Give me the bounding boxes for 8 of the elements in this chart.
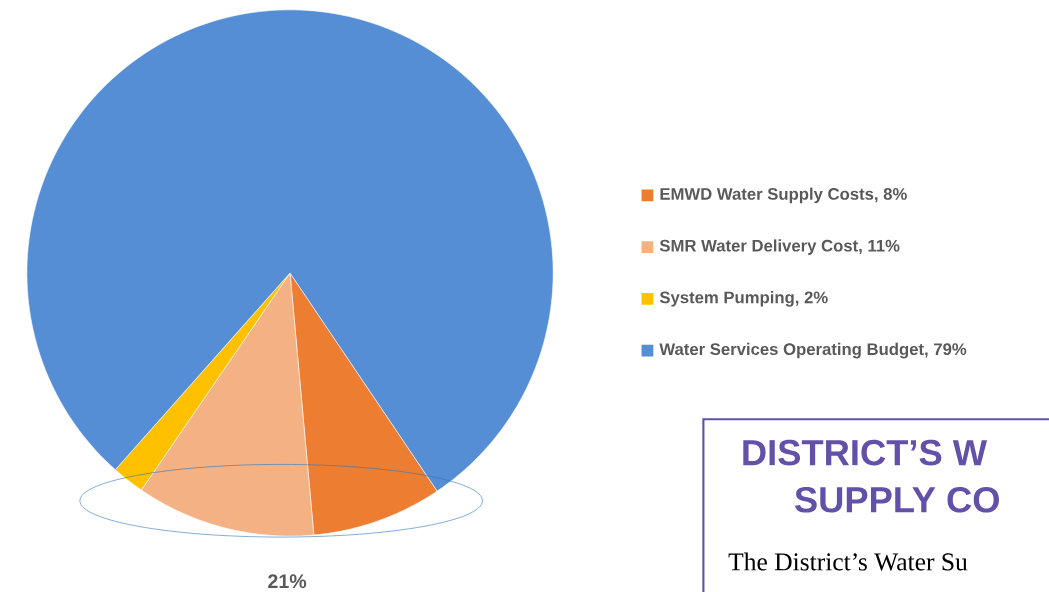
text: SUPPLY CO (794, 486, 999, 513)
text: DISTRICT’S W (743, 439, 988, 466)
legend-label: EMWD Water Supply Costs, 8% (660, 187, 907, 204)
legend-label: Water Services Operating Budget, 79% (659, 342, 967, 359)
legend-label: System Pumping, 2% (659, 291, 828, 307)
legend-label: SMR Water Delivery Cost, 11% (659, 239, 900, 255)
text: The District’s Water Su (728, 552, 968, 571)
text: 21% (268, 574, 307, 589)
